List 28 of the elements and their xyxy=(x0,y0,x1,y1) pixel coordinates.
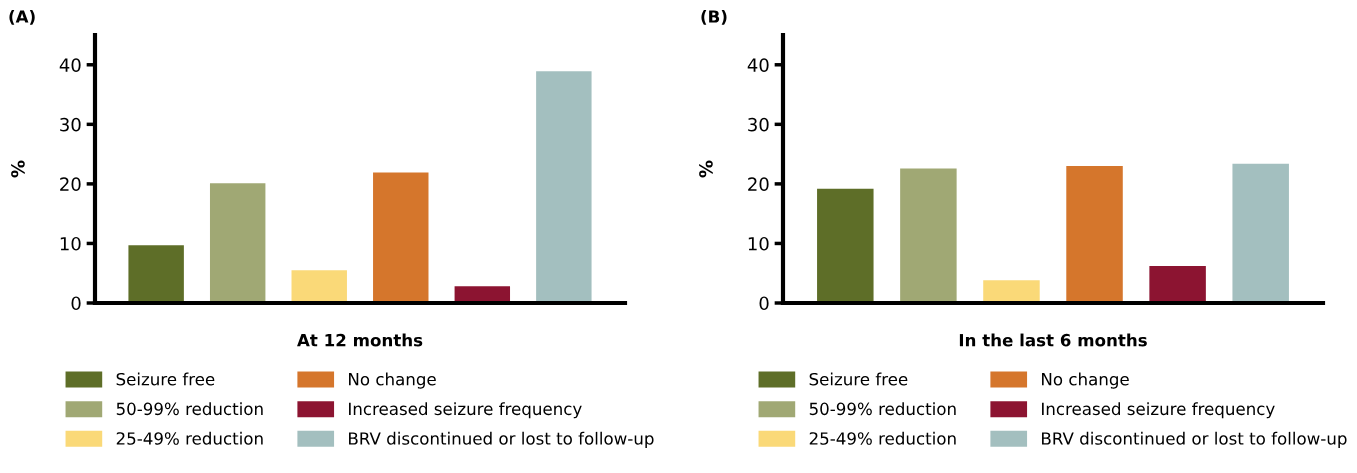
y-tick-label: 10 xyxy=(60,236,81,251)
y-tick-label: 0 xyxy=(759,296,769,311)
legend-label: No change xyxy=(349,372,436,389)
legend-label: 25-49% reduction xyxy=(116,431,263,445)
legend-label: 50-99% reduction xyxy=(116,402,263,416)
y-axis-title: % xyxy=(11,160,25,178)
legend-label: Seizure free xyxy=(116,372,215,386)
y-tick-label: 20 xyxy=(748,177,769,192)
legend-label: BRV discontinued or lost to follow-up xyxy=(349,431,654,448)
y-tick-label: 10 xyxy=(748,236,769,251)
chart-title: (B) xyxy=(701,9,727,25)
legend-label: 50-99% reduction xyxy=(809,402,956,416)
y-axis-title: % xyxy=(699,160,713,178)
y-tick-label: 0 xyxy=(71,296,81,311)
legend-label: 25-49% reduction xyxy=(809,431,956,445)
y-tick-label: 30 xyxy=(60,117,81,132)
x-axis-title: At 12 months xyxy=(297,333,423,347)
x-axis-title: In the last 6 months xyxy=(959,333,1147,347)
legend-label: Increased seizure frequency xyxy=(1042,402,1275,419)
y-tick-label: 40 xyxy=(747,58,769,72)
y-tick-label: 40 xyxy=(59,58,81,72)
y-tick-label: 20 xyxy=(60,177,81,192)
legend-label: BRV discontinued or lost to follow-up xyxy=(1042,431,1347,448)
legend-label: Seizure free xyxy=(809,372,908,386)
y-tick-label: 30 xyxy=(748,117,769,132)
legend-label: Increased seizure frequency xyxy=(349,402,582,419)
chart-title: (A) xyxy=(9,9,35,25)
legend-label: No change xyxy=(1042,372,1129,389)
